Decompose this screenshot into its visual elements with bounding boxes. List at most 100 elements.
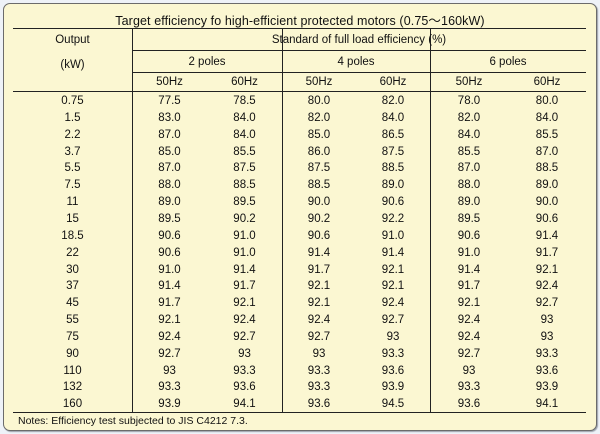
- output-kw-cell: 45: [66, 297, 79, 310]
- efficiency-cell: 93.6: [307, 398, 331, 411]
- output-kw-cell: 3.7: [64, 145, 81, 158]
- efficiency-cell: 92.4: [381, 297, 405, 310]
- divider-2-4-poles: [282, 29, 283, 412]
- output-label: Output: [55, 34, 90, 46]
- efficiency-cell: 91.4: [457, 263, 481, 276]
- efficiency-cell: 93.6: [457, 398, 481, 411]
- efficiency-cell: 87.5: [381, 145, 405, 158]
- rule-poles: [132, 72, 586, 73]
- freq-header: 50Hz: [455, 76, 483, 88]
- output-kw-cell: 75: [66, 330, 79, 343]
- efficiency-cell: 82.0: [381, 95, 405, 107]
- efficiency-cell: 90.0: [307, 196, 331, 209]
- efficiency-cell: 89.0: [457, 196, 481, 209]
- efficiency-cell: 90.6: [457, 229, 481, 242]
- efficiency-cell: 82.0: [457, 111, 481, 124]
- output-kw-cell: 55: [66, 314, 79, 327]
- efficiency-cell: 83.0: [158, 111, 181, 124]
- efficiency-cell: 87.0: [158, 128, 181, 141]
- efficiency-cell: 91.7: [535, 246, 559, 259]
- efficiency-cell: 78.0: [457, 95, 481, 107]
- output-kw-cell: 7.5: [64, 179, 81, 192]
- efficiency-cell: 93.3: [307, 364, 331, 377]
- efficiency-cell: 94.1: [535, 398, 559, 411]
- efficiency-cell: 93.9: [535, 381, 559, 394]
- efficiency-cell: 91.7: [307, 263, 331, 276]
- efficiency-cell: 93: [163, 364, 176, 377]
- efficiency-table: Output (kW) Standard of full load effici…: [13, 28, 586, 413]
- efficiency-cell: 91.4: [233, 263, 256, 276]
- efficiency-cell: 89.0: [158, 196, 181, 209]
- table-panel: Target efficiency fo high-efficient prot…: [3, 3, 597, 431]
- divider-output: [132, 29, 133, 412]
- output-kw-cell: 37: [66, 280, 79, 293]
- efficiency-cell: 85.5: [233, 145, 256, 158]
- efficiency-cell: 84.0: [535, 111, 559, 124]
- freq-header: 60Hz: [533, 76, 561, 88]
- efficiency-cell: 89.5: [233, 196, 256, 209]
- efficiency-cell: 92.4: [233, 314, 256, 327]
- efficiency-cell: 88.5: [535, 162, 559, 175]
- rule-standard: [132, 50, 586, 51]
- efficiency-cell: 84.0: [233, 128, 256, 141]
- table-title: Target efficiency fo high-efficient prot…: [115, 14, 485, 28]
- efficiency-cell: 88.5: [233, 179, 256, 192]
- efficiency-cell: 90.2: [307, 212, 331, 225]
- output-unit: (kW): [60, 59, 85, 71]
- efficiency-cell: 93: [540, 314, 554, 327]
- standard-label: Standard of full load efficiency (%): [271, 34, 447, 46]
- efficiency-cell: 93.9: [158, 398, 181, 411]
- efficiency-cell: 89.0: [535, 179, 559, 192]
- efficiency-cell: 93.9: [381, 381, 405, 394]
- output-kw-cell: 160: [62, 398, 83, 411]
- output-kw-cell: 2.2: [64, 128, 81, 141]
- efficiency-cell: 80.0: [535, 95, 559, 107]
- efficiency-cell: 92.7: [158, 347, 181, 360]
- efficiency-cell: 93: [540, 330, 554, 343]
- output-kw-cell: 132: [62, 381, 83, 394]
- output-kw-cell: 22: [66, 246, 79, 259]
- output-kw-cell: 30: [66, 263, 79, 276]
- output-kw-cell: 5.5: [64, 162, 81, 175]
- efficiency-cell: 93.6: [233, 381, 256, 394]
- efficiency-cell: 84.0: [457, 128, 481, 141]
- efficiency-cell: 93.3: [457, 381, 481, 394]
- efficiency-cell: 92.7: [535, 297, 559, 310]
- efficiency-cell: 87.0: [535, 145, 559, 158]
- efficiency-cell: 85.0: [158, 145, 181, 158]
- efficiency-cell: 87.5: [307, 162, 331, 175]
- efficiency-cell: 93: [238, 347, 251, 360]
- efficiency-cell: 91.4: [158, 280, 181, 293]
- efficiency-cell: 91.4: [381, 246, 405, 259]
- efficiency-cell: 93.3: [233, 364, 256, 377]
- efficiency-cell: 92.2: [381, 212, 405, 225]
- freq-header: 50Hz: [156, 76, 183, 88]
- efficiency-cell: 91.7: [457, 280, 481, 293]
- efficiency-cell: 93: [312, 347, 326, 360]
- rule-header-bottom: [13, 91, 586, 92]
- efficiency-cell: 86.5: [381, 128, 405, 141]
- efficiency-cell: 90.6: [158, 246, 181, 259]
- freq-header: 50Hz: [305, 76, 333, 88]
- efficiency-cell: 91.4: [307, 246, 331, 259]
- efficiency-cell: 92.1: [381, 280, 405, 293]
- efficiency-cell: 92.1: [307, 280, 331, 293]
- efficiency-cell: 91.0: [457, 246, 481, 259]
- efficiency-cell: 80.0: [307, 95, 331, 107]
- freq-header: 60Hz: [379, 76, 407, 88]
- efficiency-cell: 87.0: [457, 162, 481, 175]
- efficiency-cell: 92.1: [307, 297, 331, 310]
- pole-group-2: 2 poles: [188, 56, 226, 68]
- efficiency-cell: 94.5: [381, 398, 405, 411]
- efficiency-cell: 91.7: [233, 280, 256, 293]
- table-notes: Notes: Efficiency test subjected to JIS …: [18, 415, 248, 427]
- efficiency-cell: 89.5: [158, 212, 181, 225]
- efficiency-cell: 88.0: [457, 179, 481, 192]
- efficiency-cell: 89.5: [457, 212, 481, 225]
- efficiency-cell: 92.1: [158, 314, 181, 327]
- efficiency-cell: 91.0: [158, 263, 181, 276]
- pole-group-6: 6 poles: [489, 56, 527, 68]
- efficiency-cell: 93.3: [307, 381, 331, 394]
- output-kw-cell: 15: [66, 212, 79, 225]
- efficiency-cell: 87.0: [158, 162, 181, 175]
